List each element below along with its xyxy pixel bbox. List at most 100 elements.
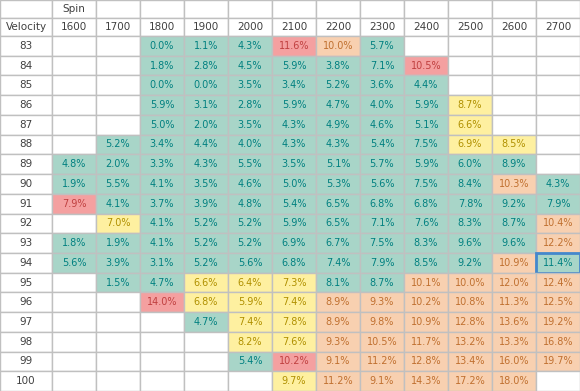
Bar: [96, 36, 140, 56]
Text: 5.2%: 5.2%: [238, 238, 262, 248]
Bar: [448, 56, 492, 75]
Bar: [448, 18, 492, 36]
Bar: [448, 233, 492, 253]
Bar: [360, 174, 404, 194]
Bar: [272, 332, 316, 352]
Bar: [360, 56, 404, 75]
Bar: [536, 352, 580, 371]
Bar: [140, 194, 184, 213]
Bar: [0, 135, 52, 154]
Text: 83: 83: [19, 41, 32, 51]
Text: 3.5%: 3.5%: [194, 179, 218, 189]
Bar: [96, 253, 140, 273]
Text: 7.6%: 7.6%: [414, 218, 438, 228]
Bar: [52, 332, 96, 352]
Bar: [316, 56, 360, 75]
Bar: [492, 135, 536, 154]
Text: 9.6%: 9.6%: [502, 238, 526, 248]
Bar: [184, 95, 228, 115]
Text: 1.8%: 1.8%: [62, 238, 86, 248]
Bar: [184, 312, 228, 332]
Bar: [360, 352, 404, 371]
Bar: [536, 312, 580, 332]
Text: 2400: 2400: [413, 22, 439, 32]
Bar: [404, 352, 448, 371]
Bar: [0, 18, 52, 36]
Bar: [448, 371, 492, 391]
Bar: [404, 332, 448, 352]
Bar: [272, 213, 316, 233]
Text: 9.3%: 9.3%: [326, 337, 350, 347]
Bar: [316, 115, 360, 135]
Text: 6.8%: 6.8%: [370, 199, 394, 209]
Text: 1.9%: 1.9%: [106, 238, 130, 248]
Text: 2.0%: 2.0%: [106, 159, 130, 169]
Text: 2.8%: 2.8%: [238, 100, 262, 110]
Bar: [52, 273, 96, 292]
Bar: [492, 0, 536, 18]
Bar: [52, 115, 96, 135]
Text: 91: 91: [19, 199, 32, 209]
Bar: [492, 213, 536, 233]
Text: 8.9%: 8.9%: [326, 317, 350, 327]
Text: 9.1%: 9.1%: [326, 357, 350, 366]
Text: 1.9%: 1.9%: [62, 179, 86, 189]
Text: 7.9%: 7.9%: [546, 199, 570, 209]
Text: 7.8%: 7.8%: [282, 317, 306, 327]
Text: 1600: 1600: [61, 22, 87, 32]
Text: 5.4%: 5.4%: [370, 140, 394, 149]
Text: 13.2%: 13.2%: [455, 337, 485, 347]
Text: 93: 93: [19, 238, 32, 248]
Text: 6.8%: 6.8%: [282, 258, 306, 268]
Bar: [184, 213, 228, 233]
Bar: [272, 371, 316, 391]
Text: 10.4%: 10.4%: [543, 218, 573, 228]
Bar: [52, 75, 96, 95]
Text: 14.0%: 14.0%: [147, 297, 177, 307]
Bar: [184, 56, 228, 75]
Bar: [360, 135, 404, 154]
Bar: [52, 194, 96, 213]
Text: 85: 85: [19, 80, 32, 90]
Bar: [184, 18, 228, 36]
Bar: [492, 194, 536, 213]
Text: 4.9%: 4.9%: [326, 120, 350, 130]
Bar: [96, 95, 140, 115]
Text: 11.6%: 11.6%: [279, 41, 309, 51]
Text: 4.7%: 4.7%: [326, 100, 350, 110]
Text: 5.3%: 5.3%: [326, 179, 350, 189]
Text: 5.2%: 5.2%: [326, 80, 350, 90]
Text: 7.5%: 7.5%: [414, 179, 438, 189]
Text: 9.2%: 9.2%: [458, 258, 482, 268]
Text: 4.6%: 4.6%: [370, 120, 394, 130]
Text: 4.3%: 4.3%: [326, 140, 350, 149]
Bar: [536, 56, 580, 75]
Text: 3.7%: 3.7%: [150, 199, 174, 209]
Text: 12.5%: 12.5%: [543, 297, 574, 307]
Text: 7.4%: 7.4%: [326, 258, 350, 268]
Bar: [316, 213, 360, 233]
Text: 95: 95: [19, 278, 32, 287]
Text: 17.2%: 17.2%: [455, 376, 485, 386]
Bar: [140, 115, 184, 135]
Text: 8.7%: 8.7%: [370, 278, 394, 287]
Text: 7.5%: 7.5%: [369, 238, 394, 248]
Bar: [228, 75, 272, 95]
Text: 4.7%: 4.7%: [194, 317, 218, 327]
Text: 5.5%: 5.5%: [106, 179, 130, 189]
Bar: [404, 154, 448, 174]
Text: 8.9%: 8.9%: [326, 297, 350, 307]
Bar: [360, 253, 404, 273]
Bar: [0, 154, 52, 174]
Text: 8.5%: 8.5%: [502, 140, 526, 149]
Text: 88: 88: [19, 140, 32, 149]
Bar: [228, 154, 272, 174]
Text: 1.5%: 1.5%: [106, 278, 130, 287]
Text: 5.1%: 5.1%: [414, 120, 438, 130]
Text: 1.8%: 1.8%: [150, 61, 174, 71]
Bar: [96, 332, 140, 352]
Text: 86: 86: [19, 100, 32, 110]
Bar: [228, 233, 272, 253]
Bar: [492, 352, 536, 371]
Bar: [448, 154, 492, 174]
